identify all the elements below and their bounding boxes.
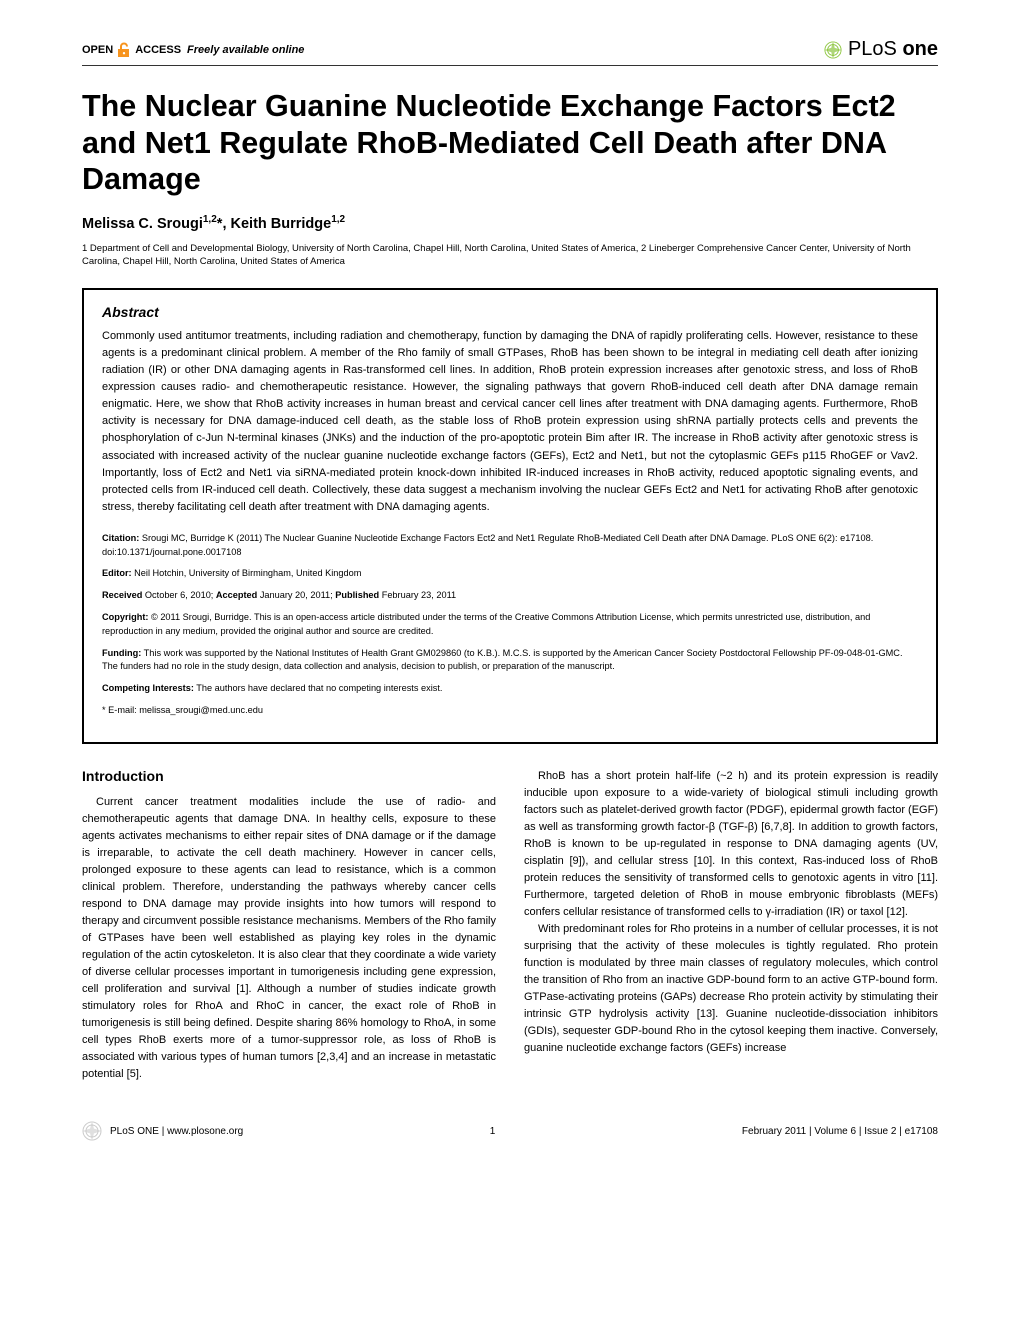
column-left: Introduction Current cancer treatment mo… (82, 768, 496, 1084)
editor-label: Editor: (102, 568, 132, 578)
footer-journal: PLoS ONE | www.plosone.org (110, 1126, 243, 1137)
page-footer: PLoS ONE | www.plosone.org 1 February 20… (82, 1121, 938, 1141)
email-line: * E-mail: melissa_srougi@med.unc.edu (102, 704, 918, 718)
intro-text-left: Current cancer treatment modalities incl… (82, 794, 496, 1084)
plos-text: PLoS (848, 38, 902, 60)
intro-para-1: Current cancer treatment modalities incl… (82, 794, 496, 1084)
author-2: Keith Burridge (231, 216, 332, 232)
intro-para-2: RhoB has a short protein half-life (~2 h… (524, 768, 938, 921)
funding-line: Funding: This work was supported by the … (102, 647, 918, 675)
citation-line: Citation: Srougi MC, Burridge K (2011) T… (102, 532, 918, 560)
author-1-sup: 1,2 (203, 214, 217, 225)
introduction-heading: Introduction (82, 768, 496, 784)
funding-text: This work was supported by the National … (102, 648, 903, 672)
published-text: February 23, 2011 (379, 590, 456, 600)
open-label: OPEN (82, 44, 113, 56)
body-columns: Introduction Current cancer treatment mo… (82, 768, 938, 1084)
competing-label: Competing Interests: (102, 683, 194, 693)
editor-line: Editor: Neil Hotchin, University of Birm… (102, 567, 918, 581)
access-label: ACCESS (135, 44, 181, 56)
journal-name: PLoS one (848, 38, 938, 61)
funding-label: Funding: (102, 648, 141, 658)
copyright-label: Copyright: (102, 612, 148, 622)
abstract-text: Commonly used antitumor treatments, incl… (102, 328, 918, 516)
author-sep: , (222, 216, 230, 232)
author-1: Melissa C. Srougi (82, 216, 203, 232)
footer-page-number: 1 (490, 1126, 496, 1137)
published-label: Published (335, 590, 379, 600)
one-text: one (902, 38, 938, 60)
abstract-box: Abstract Commonly used antitumor treatme… (82, 288, 938, 743)
lock-open-icon (117, 42, 131, 58)
abstract-heading: Abstract (102, 304, 918, 320)
intro-text-right: RhoB has a short protein half-life (~2 h… (524, 768, 938, 1058)
header-bar: OPEN ACCESS Freely available online PLoS… (82, 38, 938, 66)
footer-compass-icon (82, 1121, 102, 1141)
competing-line: Competing Interests: The authors have de… (102, 682, 918, 696)
footer-left: PLoS ONE | www.plosone.org (82, 1121, 243, 1141)
authors-line: Melissa C. Srougi1,2*, Keith Burridge1,2 (82, 214, 938, 232)
intro-para-3: With predominant roles for Rho proteins … (524, 921, 938, 1057)
page: OPEN ACCESS Freely available online PLoS… (0, 0, 1020, 1171)
competing-text: The authors have declared that no compet… (194, 683, 443, 693)
open-access-badge: OPEN ACCESS Freely available online (82, 42, 304, 58)
citation-text: Srougi MC, Burridge K (2011) The Nuclear… (102, 533, 873, 557)
journal-logo: PLoS one (824, 38, 938, 61)
author-2-sup: 1,2 (331, 214, 345, 225)
copyright-line: Copyright: © 2011 Srougi, Burridge. This… (102, 611, 918, 639)
dates-line: Received October 6, 2010; Accepted Janua… (102, 589, 918, 603)
article-title: The Nuclear Guanine Nucleotide Exchange … (82, 88, 938, 198)
received-label: Received (102, 590, 142, 600)
received-text: October 6, 2010; (142, 590, 216, 600)
copyright-text: © 2011 Srougi, Burridge. This is an open… (102, 612, 870, 636)
freely-label: Freely available online (187, 44, 304, 56)
column-right: RhoB has a short protein half-life (~2 h… (524, 768, 938, 1084)
citation-label: Citation: (102, 533, 139, 543)
editor-text: Neil Hotchin, University of Birmingham, … (132, 568, 362, 578)
accepted-label: Accepted (216, 590, 257, 600)
accepted-text: January 20, 2011; (257, 590, 335, 600)
compass-icon (824, 41, 842, 59)
affiliations: 1 Department of Cell and Developmental B… (82, 242, 938, 269)
footer-issue-info: February 2011 | Volume 6 | Issue 2 | e17… (742, 1126, 938, 1137)
